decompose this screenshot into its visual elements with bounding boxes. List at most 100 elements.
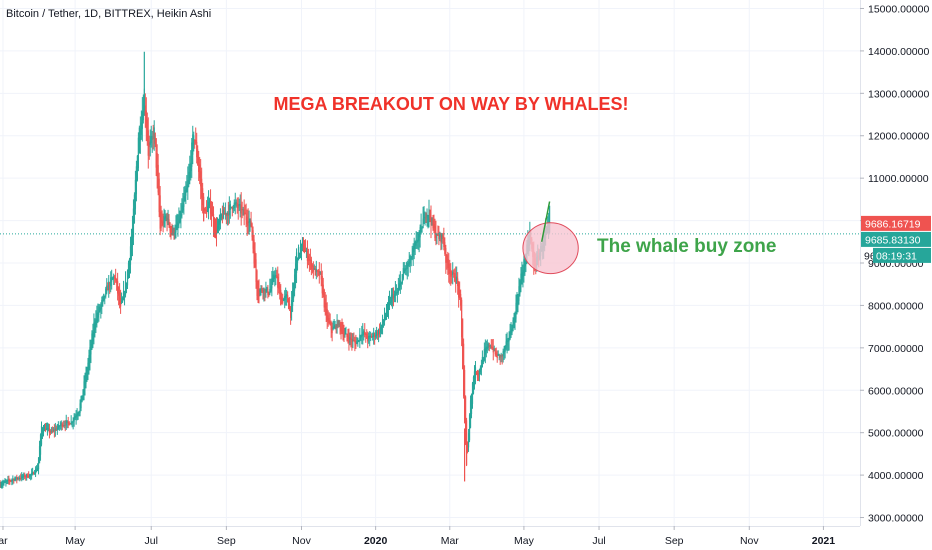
price-axis[interactable]: 3000.00000 4000.00000 5000.00000 6000.00000… — [860, 0, 929, 526]
candle — [393, 290, 396, 303]
candle — [396, 287, 398, 303]
candle — [39, 433, 42, 461]
candle — [322, 277, 324, 298]
breakout-trend-line[interactable] — [540, 201, 551, 242]
candle — [412, 243, 414, 266]
candle — [328, 312, 330, 325]
candle — [175, 215, 177, 239]
candle — [160, 205, 162, 232]
candle — [447, 251, 449, 275]
candle — [329, 313, 331, 326]
time-axis[interactable]: ar May Jul Sep Nov 2020 Mar May Jul Sep Nov 2021 — [0, 526, 860, 547]
candle — [377, 328, 380, 343]
candle — [446, 254, 448, 270]
candle — [60, 420, 62, 431]
candle — [142, 94, 144, 124]
candle — [292, 282, 295, 303]
candle — [373, 327, 375, 345]
candle — [232, 204, 234, 214]
candle — [448, 253, 450, 283]
candle — [477, 370, 480, 381]
candle — [236, 197, 238, 214]
candle — [4, 478, 6, 483]
candle — [403, 262, 405, 274]
candle — [431, 217, 433, 226]
candle — [498, 353, 500, 361]
candle — [265, 281, 267, 298]
candle — [256, 269, 258, 301]
candle — [276, 269, 278, 279]
whale-zone-ellipse[interactable] — [522, 222, 579, 275]
candle — [65, 414, 67, 430]
candle — [61, 422, 63, 431]
candle — [128, 257, 131, 279]
candle — [289, 297, 291, 312]
candle — [196, 132, 198, 164]
candle — [374, 332, 376, 345]
candle — [139, 116, 141, 154]
candle — [105, 286, 107, 299]
candle — [356, 337, 358, 345]
candle — [194, 139, 196, 149]
candle — [178, 207, 180, 229]
candle — [433, 214, 435, 234]
candle — [436, 233, 438, 245]
candle — [351, 332, 353, 351]
candle — [410, 256, 412, 267]
time-tick-label: Nov — [292, 535, 311, 547]
candle — [30, 473, 32, 481]
candle — [190, 150, 192, 181]
candle — [364, 323, 366, 338]
candle — [300, 243, 303, 261]
candle — [342, 322, 344, 341]
candle — [409, 254, 411, 273]
candle — [343, 324, 345, 342]
candle — [90, 339, 92, 364]
candle — [258, 279, 260, 304]
candle — [388, 290, 391, 311]
candle — [222, 202, 225, 220]
candle — [330, 320, 332, 338]
candle — [422, 206, 424, 229]
candle — [302, 237, 305, 253]
candle — [464, 395, 467, 446]
candle — [119, 289, 122, 314]
candle — [339, 320, 341, 335]
candle — [420, 213, 422, 235]
candle — [32, 467, 34, 476]
candle — [472, 375, 475, 395]
candle — [453, 269, 455, 278]
price-badge — [861, 231, 931, 247]
candle — [494, 348, 496, 357]
candle — [83, 375, 85, 401]
candle — [323, 288, 325, 312]
candle — [303, 240, 306, 254]
candle — [405, 261, 407, 276]
candle — [169, 222, 171, 238]
candle — [85, 366, 87, 389]
candle — [205, 200, 208, 218]
candle — [219, 208, 222, 230]
candle — [387, 295, 390, 319]
candle — [395, 284, 397, 296]
candle — [301, 237, 304, 252]
candle — [349, 332, 351, 346]
candle — [391, 287, 394, 309]
candle — [58, 425, 60, 431]
candle — [223, 207, 225, 215]
candle — [450, 263, 452, 286]
candle — [111, 269, 113, 290]
candle — [404, 265, 406, 275]
candle — [119, 283, 121, 309]
candle — [249, 218, 251, 232]
candle — [122, 280, 125, 301]
candle — [318, 262, 320, 284]
candle — [366, 329, 368, 339]
candle — [514, 311, 516, 330]
candle — [271, 270, 273, 297]
candle — [438, 225, 440, 246]
candle — [486, 339, 488, 354]
time-tick-label: 2021 — [812, 535, 836, 547]
candle — [237, 197, 239, 220]
